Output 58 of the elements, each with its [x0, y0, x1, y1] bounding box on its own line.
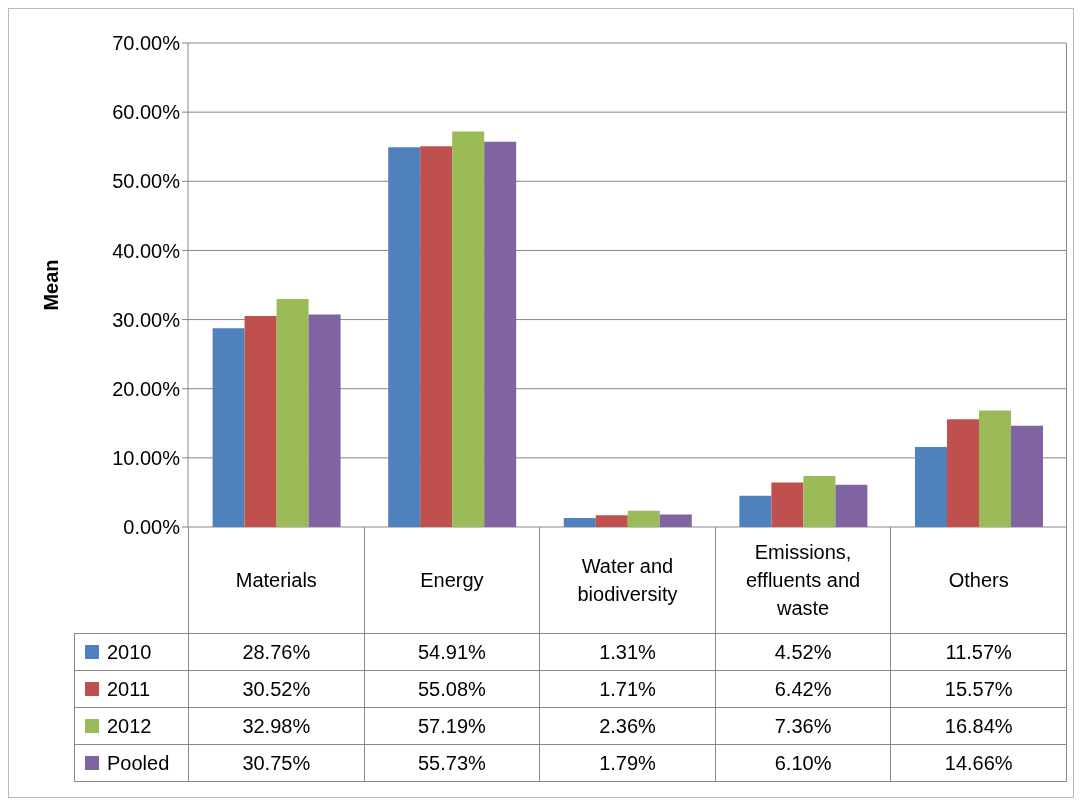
data-label: 14.66% [890, 744, 1067, 782]
bar [1010, 425, 1043, 527]
data-label: 55.73% [363, 744, 541, 782]
data-label: 7.36% [714, 707, 892, 745]
data-label: 57.19% [363, 707, 541, 745]
bar [803, 476, 836, 527]
y-axis-title: Mean [40, 259, 63, 311]
data-label: 55.08% [363, 670, 541, 708]
x-tick-label: Emissions, effluents and waste [714, 527, 892, 634]
data-label: 6.10% [714, 744, 892, 782]
bar [244, 315, 277, 527]
data-label: 1.79% [539, 744, 716, 782]
data-label: 32.98% [188, 707, 365, 745]
x-tick-label: Energy [363, 527, 541, 634]
y-tick-label: 30.00% [112, 308, 181, 331]
bar [388, 147, 421, 527]
data-label: 15.57% [890, 670, 1067, 708]
data-label: 2.36% [539, 707, 716, 745]
y-tick-label: 70.00% [112, 32, 181, 55]
data-label: 28.76% [188, 633, 365, 671]
bar [659, 514, 692, 527]
bar [978, 410, 1011, 527]
y-tick-label: 0.00% [123, 516, 181, 539]
bar [452, 131, 485, 527]
data-label: 1.31% [539, 633, 716, 671]
legend-label: Pooled [107, 751, 170, 775]
bar [771, 482, 804, 527]
bar [835, 484, 868, 527]
bar [420, 146, 453, 527]
x-tick-label: Water and biodiversity [539, 527, 716, 634]
legend-label: 2011 [107, 677, 151, 701]
bar [595, 515, 628, 527]
data-label: 4.52% [714, 633, 892, 671]
bar [563, 517, 596, 527]
bar [627, 510, 660, 527]
y-tick-label: 10.00% [112, 446, 181, 469]
legend-label: 2010 [107, 640, 152, 664]
bar [308, 314, 341, 527]
bar [276, 298, 309, 527]
bar [484, 141, 517, 527]
data-label: 54.91% [363, 633, 541, 671]
legend-label: 2012 [107, 714, 152, 738]
data-label: 1.71% [539, 670, 716, 708]
data-label: 30.52% [188, 670, 365, 708]
x-tick-label: Others [890, 527, 1067, 634]
bar [739, 495, 772, 527]
y-tick-label: 20.00% [112, 377, 181, 400]
y-tick-label: 50.00% [112, 170, 181, 193]
data-label: 16.84% [890, 707, 1067, 745]
data-label: 11.57% [890, 633, 1067, 671]
bar [212, 328, 245, 527]
bar [914, 447, 947, 527]
x-tick-label: Materials [188, 527, 365, 634]
data-label: 6.42% [714, 670, 892, 708]
bar [946, 419, 979, 527]
y-tick-label: 60.00% [112, 101, 181, 124]
data-label: 30.75% [188, 744, 365, 782]
y-tick-label: 40.00% [112, 239, 181, 262]
